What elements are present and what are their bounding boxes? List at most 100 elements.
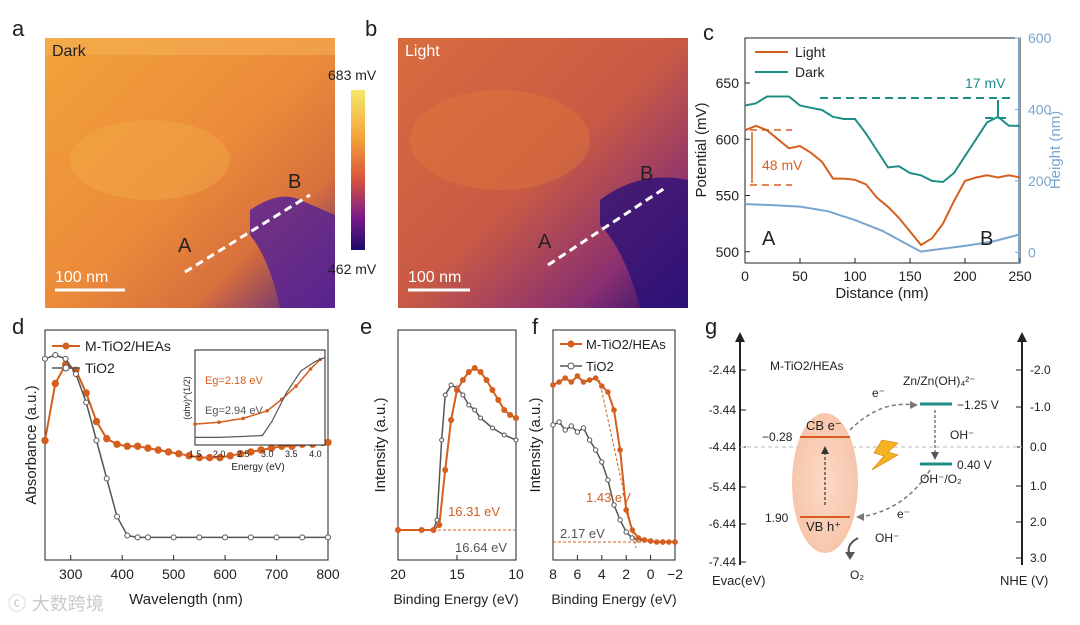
right-tick-label: -1.0 <box>1030 400 1051 414</box>
f-point-mtio2 <box>629 527 636 533</box>
f-point-tio2 <box>556 419 562 425</box>
chart-potential-profile: 0 50 100 150 200 250 500 550 600 650 0 200 400 600 <box>716 30 1052 284</box>
x-tick-label: 250 <box>1008 268 1032 284</box>
data-point <box>144 444 152 452</box>
y-tick-label: 650 <box>716 75 740 91</box>
panel-label-d: d <box>12 314 24 339</box>
data-point <box>62 355 69 362</box>
panel-label-g: g <box>705 314 717 339</box>
f-xlabel: Binding Energy (eV) <box>551 591 676 607</box>
e-point-mtio2 <box>418 527 425 533</box>
kpfm-map-light <box>398 38 688 308</box>
oh-o2-couple: OH⁻/O₂ <box>920 472 962 486</box>
data-point <box>226 452 234 460</box>
inset-point <box>241 416 245 421</box>
left-tick-label: -6.44 <box>709 517 737 531</box>
colorbar-min: 462 mV <box>328 261 377 277</box>
e-point-mtio2 <box>471 365 478 371</box>
left-tick-label: -2.44 <box>709 363 737 377</box>
f-point-mtio2 <box>660 539 666 545</box>
inset-xlabel: Energy (eV) <box>231 462 284 473</box>
vb-value: 1.90 <box>765 511 789 525</box>
inset-x-tick: 2.5 <box>237 449 250 459</box>
data-point <box>83 399 90 406</box>
y-tick-label: 550 <box>716 188 740 204</box>
inset-point <box>308 367 313 371</box>
legend-f-mtio2: M-TiO2/HEAs <box>586 337 666 352</box>
chart-absorbance: 300 400 500 600 700 800 <box>41 329 340 582</box>
e-point-mtio2 <box>501 407 508 413</box>
e-point-tio2 <box>489 425 495 431</box>
data-point <box>325 534 331 541</box>
f-point-mtio2 <box>647 538 654 544</box>
inset-x-tick: 2.0 <box>213 449 226 459</box>
scalebar-label-a: 100 nm <box>55 269 108 286</box>
data-point <box>247 448 255 456</box>
data-point <box>175 450 183 458</box>
x-tick-label: 700 <box>265 566 289 582</box>
e-point-mtio2 <box>477 369 484 375</box>
f-ylabel: Intensity (a.u.) <box>527 397 544 492</box>
x-tick-label: −2 <box>667 566 683 582</box>
legend-c: Light Dark <box>755 44 826 80</box>
e-ann-16-64: 16.64 eV <box>455 540 507 555</box>
data-point <box>133 442 142 450</box>
electron-label-1: e⁻ <box>872 386 885 400</box>
x-tick-label: 4 <box>598 566 606 582</box>
lightning-icon <box>871 439 899 471</box>
inset-point <box>294 384 298 388</box>
data-point <box>195 453 204 462</box>
f-series-tio2 <box>552 421 675 543</box>
y-right-tick-label: 400 <box>1028 101 1052 117</box>
data-point <box>93 437 100 444</box>
x-tick-label: 15 <box>449 566 465 582</box>
data-point <box>222 534 229 541</box>
d-xlabel: Wavelength (nm) <box>129 591 243 608</box>
data-point <box>72 371 79 377</box>
e-point-tio2 <box>460 392 466 398</box>
data-point <box>42 355 48 362</box>
x-tick-label: 600 <box>213 566 237 582</box>
left-tick-label: -4.44 <box>709 440 737 454</box>
data-point <box>170 534 177 541</box>
map-title-light: Light <box>405 43 440 60</box>
x-tick-label: 20 <box>390 566 406 582</box>
y-right-tick-label: 0 <box>1028 244 1036 260</box>
legend-f: M-TiO2/HEAs TiO2 <box>560 337 666 374</box>
c-ylabel-right: Height (nm) <box>1047 111 1064 189</box>
f-point-mtio2 <box>568 379 575 385</box>
e-point-tio2 <box>466 402 472 408</box>
marker-b: B <box>288 171 301 193</box>
x-tick-label: 2 <box>622 566 630 582</box>
inset-point <box>193 422 197 426</box>
f-point-mtio2 <box>550 382 556 388</box>
x-tick-label: 100 <box>843 268 867 284</box>
x-tick-label: 150 <box>898 268 922 284</box>
data-point <box>113 440 121 448</box>
e-point-tio2 <box>442 392 448 398</box>
data-point <box>134 534 141 541</box>
e-xlabel: Binding Energy (eV) <box>393 591 518 607</box>
inset-mtio2 <box>194 358 321 425</box>
d-ylabel: Absorbance (a.u.) <box>23 385 40 504</box>
legend-light: Light <box>795 44 825 60</box>
oh-ion-label: OH⁻ <box>950 428 974 442</box>
panel-label-b: b <box>365 16 377 41</box>
left-tick-label: -5.44 <box>709 480 737 494</box>
f-point-tio2 <box>580 425 587 431</box>
f-point-tio2 <box>617 517 623 523</box>
e-point-tio2 <box>434 517 440 523</box>
f-point-tio2 <box>593 447 599 453</box>
chart-ups-valence: 8 6 4 2 0 −2 <box>549 329 683 582</box>
right-tick-label: 3.0 <box>1030 551 1047 565</box>
inset-x-tick: 3.0 <box>261 449 274 459</box>
f-ann-2-17: 2.17 eV <box>560 526 605 541</box>
right-tick-label: 2.0 <box>1030 515 1047 529</box>
x-tick-label: 200 <box>953 268 977 284</box>
right-tick-label: -2.0 <box>1030 363 1051 377</box>
f-point-mtio2 <box>580 379 587 385</box>
data-point <box>103 434 111 443</box>
panel-label-f: f <box>532 314 539 339</box>
e-point-tio2 <box>472 407 478 413</box>
